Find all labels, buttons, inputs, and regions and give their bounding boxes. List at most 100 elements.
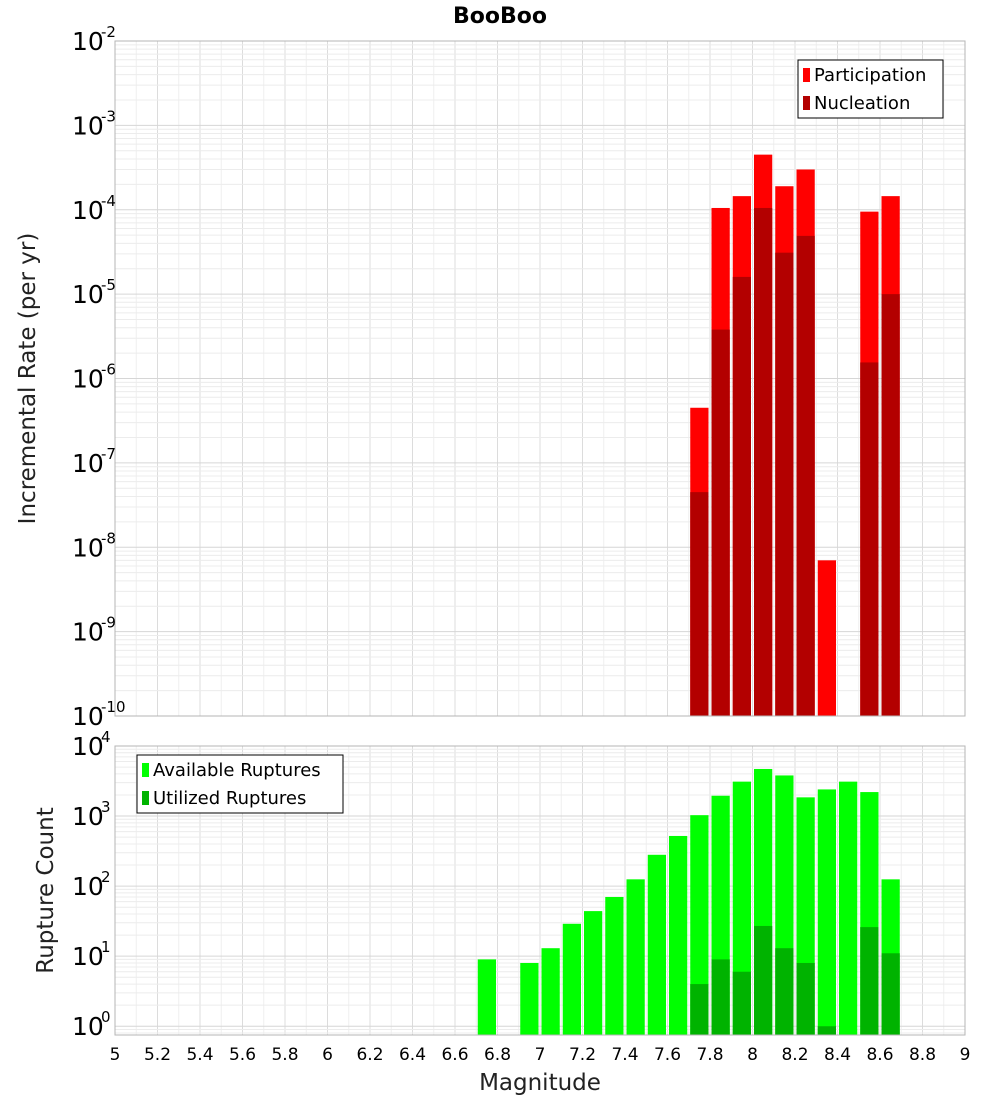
x-tick-label: 8 bbox=[747, 1045, 758, 1065]
x-tick-label: 6 bbox=[322, 1045, 333, 1065]
count-utilized-bar bbox=[690, 984, 709, 1035]
x-tick-label: 5.6 bbox=[229, 1045, 256, 1065]
count-panel-frame bbox=[114, 745, 966, 1036]
y-tick-exponent: -10 bbox=[101, 698, 126, 716]
count-available-bar bbox=[584, 911, 603, 1035]
rate-nucleation-bar bbox=[796, 235, 815, 716]
legend-entry: Nucleation bbox=[814, 93, 910, 114]
count-available-bar bbox=[477, 959, 496, 1035]
y-tick-exponent: -3 bbox=[101, 107, 116, 125]
y-tick-label: 10-7 bbox=[72, 445, 116, 478]
count-available-bar bbox=[817, 789, 836, 1035]
y-tick-exponent: -8 bbox=[101, 529, 116, 547]
x-axis-label: Magnitude bbox=[479, 1070, 601, 1096]
y-tick-exponent: -9 bbox=[101, 614, 116, 632]
count-panel-bars bbox=[477, 768, 900, 1035]
count-utilized-bar bbox=[796, 962, 815, 1035]
count-utilized-bar bbox=[860, 927, 879, 1035]
count-available-bar bbox=[839, 781, 858, 1035]
x-tick-label: 7 bbox=[535, 1045, 546, 1065]
y-tick-base: 10 bbox=[72, 27, 104, 56]
count-available-bar bbox=[669, 835, 688, 1035]
legend-swatch bbox=[803, 96, 810, 110]
rate-nucleation-bar bbox=[775, 252, 794, 716]
x-tick-label: 6.2 bbox=[356, 1045, 383, 1065]
y-tick-exponent: 0 bbox=[101, 1008, 111, 1026]
x-tick-label: 9 bbox=[960, 1045, 971, 1065]
count-utilized-bar bbox=[881, 953, 900, 1035]
legend-box bbox=[136, 754, 344, 814]
y-tick-label: 100 bbox=[72, 1008, 111, 1041]
chart-title: BooBoo bbox=[453, 4, 547, 29]
count-utilized-bar bbox=[711, 959, 730, 1035]
x-tick-label: 8.4 bbox=[824, 1045, 851, 1065]
y-tick-exponent: -4 bbox=[101, 192, 116, 210]
y-tick-base: 10 bbox=[72, 449, 104, 478]
x-tick-label: 5.8 bbox=[271, 1045, 298, 1065]
count-available-bar bbox=[647, 854, 666, 1035]
y-tick-label: 10-8 bbox=[72, 529, 116, 562]
y-tick-label: 10-10 bbox=[72, 698, 126, 731]
x-tick-label: 5.4 bbox=[186, 1045, 213, 1065]
y-tick-base: 10 bbox=[72, 732, 104, 761]
legend-swatch bbox=[142, 763, 149, 777]
rate-nucleation-bar bbox=[732, 276, 751, 716]
rate-nucleation-bar bbox=[711, 329, 730, 716]
y-tick-base: 10 bbox=[72, 872, 104, 901]
x-tick-label: 6.6 bbox=[441, 1045, 468, 1065]
x-tick-label: 7.6 bbox=[654, 1045, 681, 1065]
rate-nucleation-bar bbox=[860, 362, 879, 716]
y-tick-exponent: 3 bbox=[101, 798, 111, 816]
count-utilized-bar bbox=[817, 1026, 836, 1035]
y-tick-label: 102 bbox=[72, 868, 111, 901]
rate-nucleation-bar bbox=[754, 207, 773, 716]
x-tick-label: 6.8 bbox=[484, 1045, 511, 1065]
y-tick-label: 10-5 bbox=[72, 276, 116, 309]
x-tick-label: 7.8 bbox=[696, 1045, 723, 1065]
legend-box bbox=[797, 59, 944, 119]
rate-panel-bars bbox=[690, 154, 900, 716]
y-tick-label: 10-9 bbox=[72, 614, 116, 647]
y-tick-base: 10 bbox=[72, 365, 104, 394]
y-tick-base: 10 bbox=[72, 702, 104, 731]
y-tick-label: 104 bbox=[72, 728, 111, 761]
rate-panel-y-label: Incremental Rate (per yr) bbox=[15, 233, 41, 525]
y-tick-base: 10 bbox=[72, 1012, 104, 1041]
x-tick-label: 8.6 bbox=[866, 1045, 893, 1065]
rate-nucleation-bar bbox=[881, 294, 900, 716]
y-tick-base: 10 bbox=[72, 802, 104, 831]
rate-panel-grid bbox=[114, 40, 966, 717]
y-tick-base: 10 bbox=[72, 533, 104, 562]
y-tick-label: 10-4 bbox=[72, 192, 116, 225]
count-utilized-bar bbox=[754, 925, 773, 1035]
legend-entry: Participation bbox=[814, 65, 926, 86]
y-tick-exponent: -2 bbox=[101, 23, 116, 41]
y-tick-exponent: 4 bbox=[101, 728, 111, 746]
count-available-bar bbox=[626, 879, 645, 1035]
y-tick-label: 10-2 bbox=[72, 23, 116, 56]
x-tick-label: 7.2 bbox=[569, 1045, 596, 1065]
count-available-bar bbox=[605, 896, 624, 1035]
x-tick-label: 6.4 bbox=[399, 1045, 426, 1065]
count-utilized-bar bbox=[775, 948, 794, 1035]
x-tick-label: 5.2 bbox=[144, 1045, 171, 1065]
y-tick-label: 101 bbox=[72, 938, 111, 971]
legend-entry: Utilized Ruptures bbox=[153, 788, 306, 809]
count-available-bar bbox=[690, 815, 709, 1035]
count-utilized-bar bbox=[732, 971, 751, 1035]
y-tick-base: 10 bbox=[72, 280, 104, 309]
rate-panel-frame bbox=[114, 40, 966, 717]
rate-panel-legend: Participation Nucleation bbox=[797, 59, 944, 119]
y-tick-base: 10 bbox=[72, 196, 104, 225]
x-tick-label: 5 bbox=[110, 1045, 121, 1065]
legend-swatch bbox=[803, 68, 810, 82]
y-tick-exponent: -5 bbox=[101, 276, 116, 294]
x-tick-label: 8.8 bbox=[909, 1045, 936, 1065]
x-tick-label: 7.4 bbox=[611, 1045, 638, 1065]
y-tick-base: 10 bbox=[72, 111, 104, 140]
y-tick-label: 103 bbox=[72, 798, 111, 831]
count-available-bar bbox=[520, 962, 539, 1035]
rate-nucleation-bar bbox=[690, 492, 709, 716]
